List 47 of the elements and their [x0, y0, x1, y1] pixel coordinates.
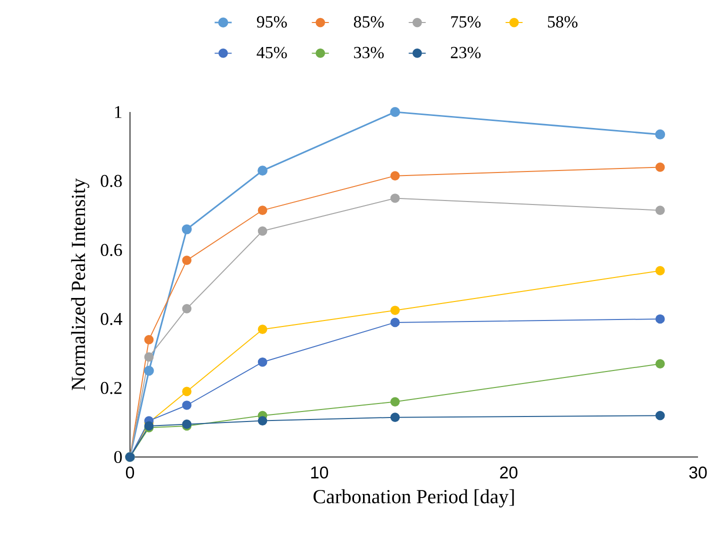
- point: [655, 410, 665, 420]
- point: [390, 194, 400, 203]
- point: [182, 224, 192, 234]
- point: [390, 318, 400, 328]
- y-tick-label: 0.6: [100, 244, 122, 256]
- x-tick-label: 10: [311, 466, 328, 478]
- legend-label: 45%: [256, 46, 287, 58]
- point: [182, 304, 192, 314]
- legend-label: 23%: [450, 46, 481, 58]
- legend-label: 58%: [548, 16, 578, 28]
- legend-label: 33%: [354, 46, 384, 58]
- point: [390, 171, 400, 181]
- point: [390, 107, 400, 117]
- x-tick-label: 0: [126, 466, 134, 478]
- point: [258, 324, 268, 334]
- legend-label: 85%: [354, 16, 384, 28]
- legend-label: 95%: [256, 16, 287, 28]
- x-axis-title: Carbonation Period [day]: [314, 489, 514, 508]
- point: [182, 400, 192, 410]
- point: [144, 366, 154, 376]
- point: [258, 166, 268, 176]
- y-tick-label: 0.4: [100, 312, 122, 326]
- y-tick-label: 1: [115, 106, 122, 118]
- legend-label: 75%: [451, 16, 481, 28]
- point: [390, 397, 400, 406]
- point: [655, 266, 665, 276]
- point: [182, 256, 192, 266]
- point: [655, 314, 665, 324]
- point: [655, 359, 665, 369]
- x-tick-label: 20: [500, 466, 518, 478]
- point: [390, 412, 400, 422]
- y-axis-title: Normalized Peak Intensity: [71, 178, 90, 390]
- point: [144, 335, 154, 344]
- x-tick-label: 30: [689, 466, 707, 478]
- y-tick-label: 0.8: [100, 174, 122, 188]
- point: [258, 357, 268, 367]
- point: [258, 226, 268, 236]
- y-tick-label: 0.2: [100, 382, 122, 394]
- point: [655, 206, 665, 216]
- point: [182, 386, 192, 396]
- point: [655, 162, 665, 172]
- y-tick-label: 0: [114, 450, 122, 464]
- point: [258, 206, 268, 216]
- point: [258, 416, 268, 426]
- point: [655, 129, 666, 140]
- point: [144, 352, 154, 362]
- point: [390, 306, 400, 316]
